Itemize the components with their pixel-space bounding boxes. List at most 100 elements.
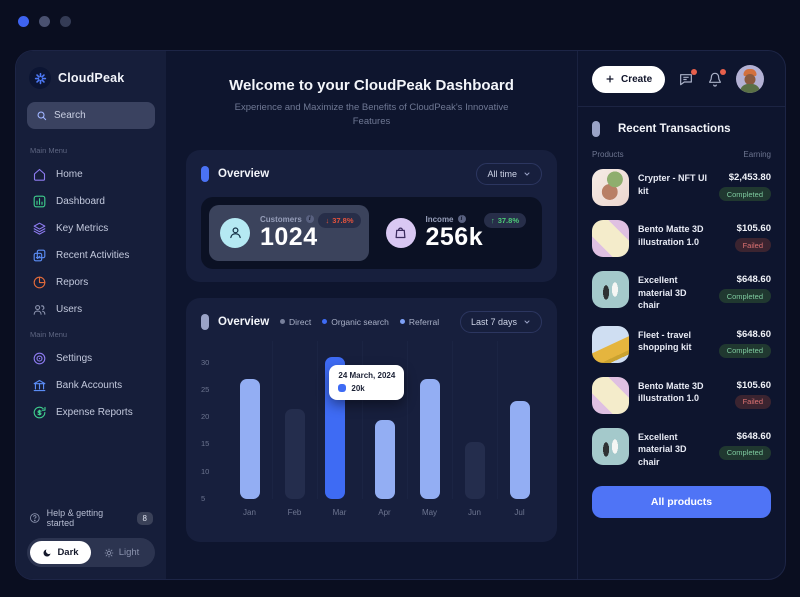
- sidebar-item-label: Settings: [56, 353, 93, 364]
- info-icon[interactable]: i: [305, 215, 314, 223]
- customers-label: Customers: [260, 214, 302, 224]
- top-actions: Create: [592, 65, 771, 93]
- right-panel: Create: [577, 51, 785, 579]
- transaction-row[interactable]: Excellent material 3D chair $648.60 Comple…: [592, 264, 771, 319]
- window-dot[interactable]: [39, 16, 50, 27]
- status-badge: Completed: [718, 187, 771, 201]
- sidebar-item-users[interactable]: Users: [27, 296, 155, 323]
- stat-strip: Customers i 1024 ↓ 37.8%: [201, 196, 542, 269]
- page-title: Welcome to your CloudPeak Dashboard: [229, 77, 514, 94]
- customers-stat-tile[interactable]: Customers i 1024 ↓ 37.8%: [209, 204, 369, 261]
- chart-column-apr[interactable]: [362, 340, 407, 499]
- settings-icon: [32, 351, 47, 366]
- theme-dark-button[interactable]: Dark: [30, 541, 91, 564]
- legend-item-organic-search[interactable]: Organic search: [322, 317, 389, 327]
- sidebar-item-home[interactable]: Home: [27, 161, 155, 188]
- all-time-dropdown[interactable]: All time: [476, 162, 542, 185]
- x-tick-label: Mar: [332, 507, 347, 517]
- transaction-row[interactable]: Fleet - travel shopping kit $648.60 Comple…: [592, 319, 771, 370]
- all-products-button[interactable]: All products: [592, 485, 771, 518]
- reports-icon: [32, 275, 47, 290]
- bell-icon: [709, 72, 722, 87]
- product-amount: $105.60: [736, 379, 771, 391]
- avatar-hat: [743, 69, 757, 76]
- y-tick-label: 15: [201, 438, 210, 448]
- product-thumbnail-nft-avatar: [592, 169, 629, 206]
- key-metrics-icon: [32, 221, 47, 236]
- chart-column-jun[interactable]: [452, 340, 497, 499]
- card-accent-bar: [201, 313, 209, 330]
- moon-icon: [43, 548, 51, 556]
- product-title: Bento Matte 3D illustration 1.0: [638, 380, 704, 404]
- transaction-row[interactable]: Excellent material 3D chair $648.60 Comple…: [592, 421, 771, 476]
- column-earning: Earning: [743, 150, 771, 159]
- chart-column-jul[interactable]: [497, 340, 542, 499]
- last-7-days-dropdown[interactable]: Last 7 days: [459, 310, 542, 333]
- chart-column-feb[interactable]: [272, 340, 317, 499]
- product-amount: $648.60: [736, 430, 771, 442]
- recent-activities-icon: [32, 248, 47, 263]
- window-dot[interactable]: [18, 16, 29, 27]
- product-title: Excellent material 3D chair: [638, 275, 687, 311]
- overview-stats-title: Overview: [218, 167, 270, 180]
- status-badge: Completed: [718, 445, 771, 460]
- income-delta-badge: ↑ 37.8%: [483, 212, 526, 228]
- window-dot[interactable]: [60, 16, 71, 27]
- sidebar-item-settings[interactable]: Settings: [27, 345, 155, 372]
- bar-jun[interactable]: [464, 441, 485, 499]
- sidebar-section-label: Main Menu: [30, 146, 68, 155]
- legend-item-direct[interactable]: Direct: [280, 317, 311, 327]
- x-tick-label: Jan: [243, 507, 256, 517]
- bank-accounts-icon: [32, 378, 47, 393]
- avatar-face: [744, 74, 756, 85]
- bar-feb[interactable]: [284, 408, 305, 499]
- help-icon: [30, 513, 40, 523]
- search-input[interactable]: Search: [27, 102, 155, 129]
- income-stat-tile[interactable]: Income i 256k ↑ 37.8%: [375, 205, 535, 261]
- person-icon: [220, 217, 250, 248]
- messages-button[interactable]: [678, 69, 698, 87]
- bar-jul[interactable]: [509, 400, 530, 499]
- sidebar-item-recent-activities[interactable]: Recent Activities: [27, 242, 155, 269]
- last-7-days-label: Last 7 days: [470, 316, 517, 327]
- divider: [578, 106, 785, 107]
- product-amount: $2,453.80: [728, 172, 771, 183]
- sidebar-item-dashboard[interactable]: Dashboard: [27, 188, 155, 215]
- notification-dot: [720, 69, 727, 75]
- bar-jan[interactable]: [239, 378, 260, 499]
- sidebar-item-label: Dashboard: [56, 196, 105, 207]
- chart-column-may[interactable]: [407, 340, 452, 499]
- legend-dot: [399, 319, 405, 324]
- sidebar-item-repors[interactable]: Repors: [27, 269, 155, 296]
- bar-may[interactable]: [419, 378, 440, 499]
- sidebar-item-label: Bank Accounts: [56, 380, 123, 391]
- sidebar-item-bank-accounts[interactable]: Bank Accounts: [27, 372, 155, 399]
- help-label: Help & getting started: [46, 508, 104, 528]
- notifications-button[interactable]: [707, 69, 727, 87]
- sidebar-item-key-metrics[interactable]: Key Metrics: [27, 215, 155, 242]
- main-content: Welcome to your CloudPeak Dashboard Expe…: [166, 51, 577, 579]
- create-button[interactable]: Create: [592, 65, 666, 93]
- x-tick-label: Apr: [378, 507, 391, 517]
- sidebar-item-expense-reports[interactable]: Expense Reports: [27, 399, 155, 426]
- legend-label: Direct: [289, 316, 312, 327]
- transaction-row[interactable]: Crypter - NFT UI kit $2,453.80 Completed: [592, 162, 771, 213]
- transaction-row[interactable]: Bento Matte 3D illustration 1.0 $105.60 Fa…: [592, 213, 771, 264]
- theme-light-button[interactable]: Light: [91, 541, 152, 564]
- legend-item-referral[interactable]: Referral: [399, 317, 439, 327]
- message-icon: [680, 74, 693, 86]
- card-accent-bar: [592, 121, 600, 137]
- page-subtitle: Experience and Maximize the Benefits of …: [234, 102, 509, 128]
- avatar[interactable]: [736, 65, 765, 93]
- legend-dot: [322, 319, 328, 324]
- y-tick-label: 20: [201, 411, 210, 421]
- info-icon[interactable]: i: [457, 215, 466, 223]
- sidebar-item-label: Repors: [56, 277, 89, 288]
- recent-transactions-title: Recent Transactions: [618, 123, 731, 135]
- bar-apr[interactable]: [374, 419, 395, 499]
- chart-column-jan[interactable]: [227, 349, 272, 499]
- income-value: 256k: [425, 222, 484, 251]
- help-getting-started[interactable]: Help & getting started 8: [29, 508, 153, 528]
- transaction-row[interactable]: Bento Matte 3D illustration 1.0 $105.60 Fa…: [592, 370, 771, 421]
